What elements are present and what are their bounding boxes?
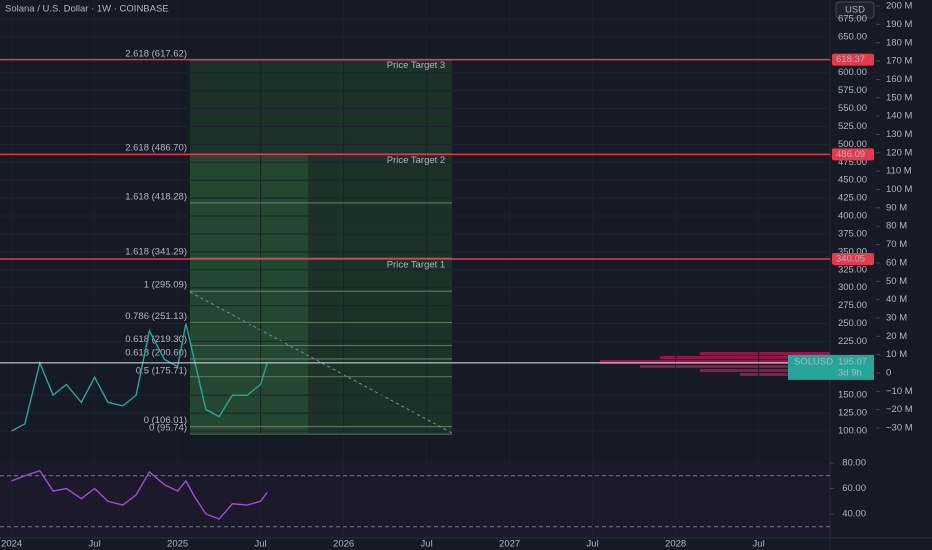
y-tick-label: 125.00 [838,408,867,419]
target-tag [832,252,874,265]
y-tick-label: 375.00 [838,228,867,239]
fib-label: 0.618 (200.60) [125,347,187,358]
fib-label: 0 (106.01) [144,415,187,426]
x-tick-label: Jul [89,539,101,550]
target-label: Price Target 3 [387,60,445,71]
x-tick-label: 2025 [167,539,188,550]
fib-label: 0.5 (175.71) [136,365,187,376]
y2-tick-label: 10 M [886,349,907,360]
y2-tick-label: −20 M [886,404,913,415]
y2-tick-label: 60 M [886,257,907,268]
y2-tick-label: 180 M [886,37,912,48]
y2-tick-label: 100 M [886,184,912,195]
fib-label: 2.618 (486.70) [125,142,187,153]
y-tick-label: 450.00 [838,175,867,186]
x-tick-label: 2027 [499,539,520,550]
y-tick-label: 525.00 [838,121,867,132]
y-tick-label: 550.00 [838,103,867,114]
fib-label: 1 (295.09) [144,280,187,291]
y2-tick-label: 70 M [886,239,907,250]
target-tag-label: 618.37 [836,54,865,65]
fib-label: 0.786 (251.13) [125,311,187,322]
rsi-tick-label: 60.00 [842,483,866,494]
y2-tick-label: 20 M [886,331,907,342]
y-tick-label: 350.00 [838,246,867,257]
y2-tick-label: 160 M [886,74,912,85]
trend-line [189,291,453,434]
y2-tick-label: 150 M [886,92,912,103]
target-tag-label: 486.09 [836,149,865,160]
rsi-line [11,469,268,520]
y-tick-label: 475.00 [838,157,867,168]
y-tick-label: 400.00 [838,211,867,222]
fib-label: 0.618 (219.30) [125,334,187,345]
y2-tick-label: 80 M [886,221,907,232]
rsi-tick-label: 80.00 [842,458,866,469]
x-tick-label: 2024 [1,539,22,550]
y-tick-label: 425.00 [838,193,867,204]
y-tick-label: 600.00 [838,67,867,78]
currency-label[interactable]: USD [845,5,865,16]
y2-tick-label: 110 M [886,166,912,177]
y-tick-label: 325.00 [838,264,867,275]
y2-tick-label: 0 [886,368,891,379]
chart-title: Solana / U.S. Dollar · 1W · COINBASE [5,4,169,15]
x-tick-label: Jul [421,539,433,550]
y-tick-label: 300.00 [838,282,867,293]
y2-tick-label: 140 M [886,111,912,122]
y2-tick-label: 130 M [886,129,912,140]
y2-tick-label: −10 M [886,386,913,397]
y-tick-label: 500.00 [838,139,867,150]
y2-tick-label: 90 M [886,202,907,213]
y2-tick-label: 170 M [886,56,912,67]
last-price-label: 195.07 [838,356,867,367]
countdown-label: 3d 9h [838,367,862,378]
y2-tick-label: 120 M [886,147,912,158]
x-tick-label: Jul [255,539,267,550]
rsi-pane [0,462,830,538]
target-tag-label: 340.05 [836,254,865,265]
y2-tick-label: 40 M [886,294,907,305]
rsi-tick-label: 40.00 [842,508,866,519]
currency-button[interactable] [835,1,875,19]
symbol-label: SOLUSD [794,356,833,367]
y2-tick-label: −30 M [886,423,913,434]
x-tick-label: Jul [753,539,765,550]
y2-tick-label: 190 M [886,19,912,30]
long-position-core [190,155,308,433]
volume-profile [600,352,830,376]
y-tick-label: 225.00 [838,336,867,347]
x-tick-label: 2028 [665,539,686,550]
y-tick-label: 675.00 [838,14,867,25]
y-tick-label: 100.00 [838,426,867,437]
target-label: Price Target 2 [387,155,445,166]
y-tick-label: 650.00 [838,31,867,42]
y-tick-label: 250.00 [838,318,867,329]
y-tick-label: 275.00 [838,300,867,311]
last-price-tag [788,354,874,380]
target-tag [832,53,874,66]
x-tick-label: Jul [587,539,599,550]
target-tag [832,148,874,161]
y2-tick-label: 30 M [886,312,907,323]
y-tick-label: 150.00 [838,390,867,401]
fib-label: 0 (95.74) [149,423,187,434]
fib-label: 1.618 (418.28) [125,191,187,202]
price-line [11,323,268,432]
x-tick-label: 2026 [333,539,354,550]
fib-label: 1.618 (341.29) [125,247,187,258]
y-tick-label: 575.00 [838,85,867,96]
fib-label: 2.618 (617.62) [125,49,187,60]
target-label: Price Target 1 [387,260,445,271]
y2-tick-label: 50 M [886,276,907,287]
y2-tick-label: 200 M [886,1,912,12]
